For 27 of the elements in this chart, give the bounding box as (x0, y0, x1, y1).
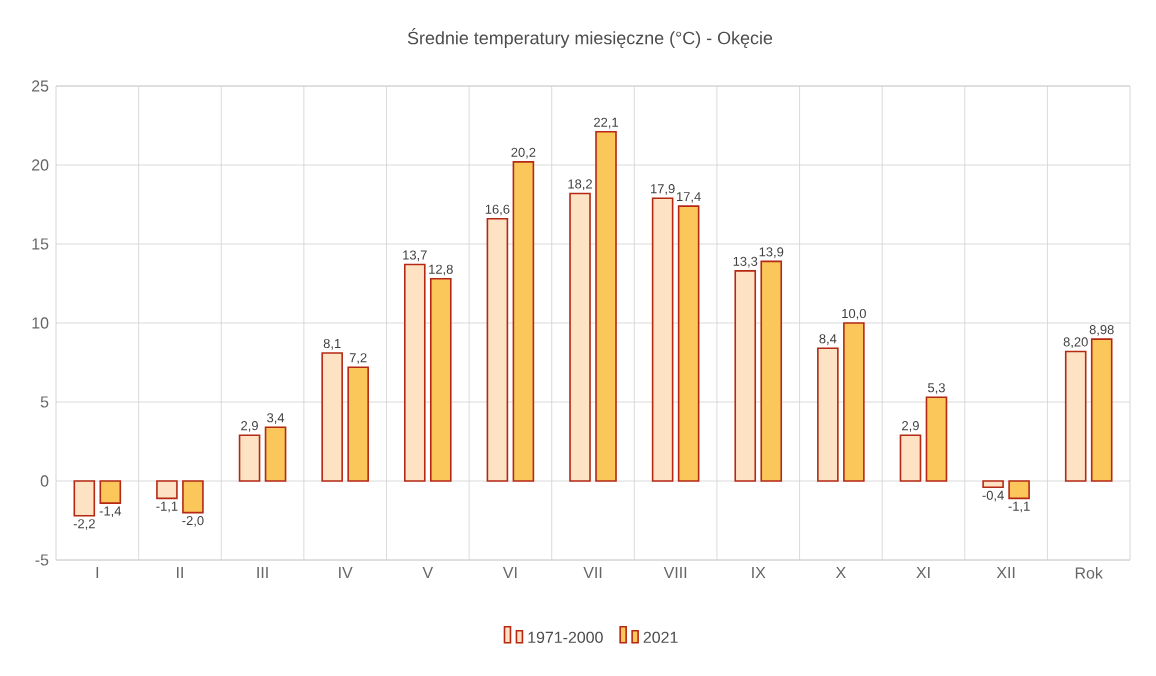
bar (925, 396, 948, 482)
bar (321, 352, 343, 482)
bar (1008, 480, 1030, 500)
bar (486, 217, 509, 482)
bar (817, 347, 839, 482)
bar (182, 480, 204, 514)
bar (595, 131, 617, 482)
bar (73, 480, 96, 517)
bar (651, 197, 674, 482)
bar (429, 277, 452, 482)
bar (569, 192, 591, 482)
bar (403, 263, 426, 482)
bar (1064, 350, 1087, 482)
bar (156, 480, 178, 500)
bar (843, 322, 865, 482)
chart-title: Średnie temperatury miesięczne (°C) - Okęcie (407, 28, 773, 48)
bar (982, 480, 1004, 489)
bar (760, 260, 783, 482)
bar (734, 270, 757, 482)
bar (99, 480, 122, 504)
bar (512, 161, 535, 482)
bar (347, 366, 369, 482)
bar (1090, 338, 1113, 482)
bar (899, 434, 922, 482)
bar (677, 205, 700, 482)
bar (238, 434, 261, 482)
bar (264, 426, 287, 482)
